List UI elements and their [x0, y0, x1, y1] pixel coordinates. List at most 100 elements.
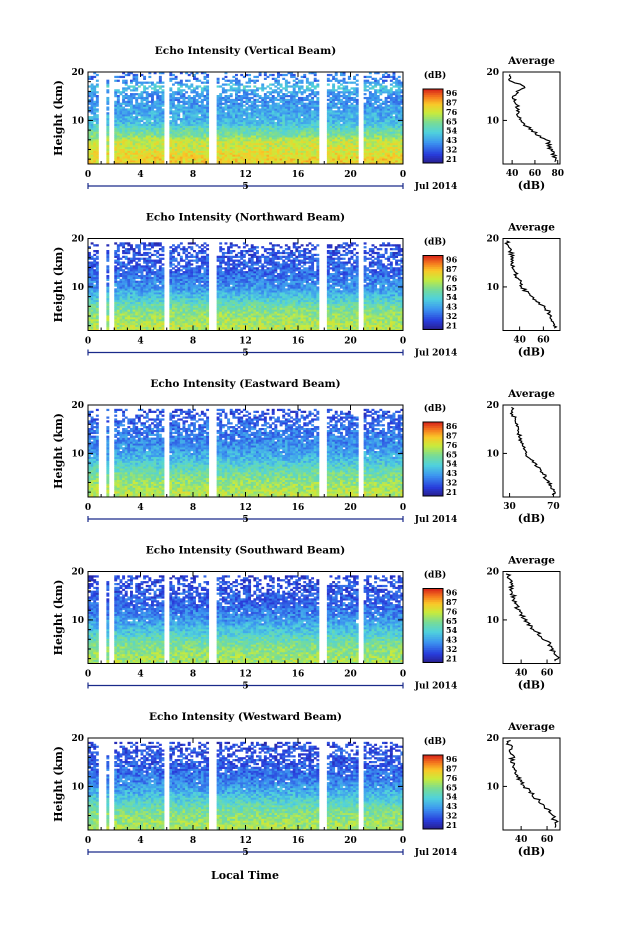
heatmap-cell	[185, 150, 189, 153]
heatmap-cell	[137, 274, 141, 278]
heatmap-cell	[198, 116, 202, 119]
heatmap-cell	[277, 116, 280, 119]
heatmap-cell	[258, 156, 262, 159]
heatmap-cell	[342, 104, 346, 107]
heatmap-cell	[88, 246, 91, 249]
heatmap-cell	[190, 127, 194, 130]
heatmap-cell	[124, 257, 128, 260]
heatmap-cell	[340, 87, 343, 90]
heatmap-cell	[116, 127, 120, 130]
heatmap-cell	[366, 146, 370, 149]
heatmap-cell	[340, 129, 343, 132]
heatmap-cell	[135, 150, 139, 153]
heatmap-cell	[127, 313, 131, 316]
heatmap-cell	[106, 135, 110, 138]
heatmap-cell	[242, 123, 246, 126]
heatmap-cell	[363, 123, 367, 126]
heatmap-cell	[400, 141, 404, 144]
heatmap-cell	[143, 133, 147, 136]
heatmap-cell	[158, 156, 162, 159]
heatmap-cell	[379, 98, 383, 102]
heatmap-cell	[137, 158, 141, 161]
heatmap-cell	[127, 294, 131, 297]
heatmap-cell	[342, 148, 346, 151]
heatmap-cell	[334, 139, 338, 142]
heatmap-cell	[130, 114, 133, 117]
heatmap-cell	[237, 135, 241, 138]
heatmap-cell	[132, 127, 136, 130]
heatmap-cell	[258, 72, 262, 75]
heatmap-cell	[114, 123, 118, 126]
heatmap-cell	[269, 104, 273, 107]
heatmap-cell	[271, 152, 275, 155]
heatmap-cell	[200, 125, 204, 128]
heatmap-cell	[90, 280, 94, 283]
heatmap-cell	[203, 106, 207, 109]
heatmap-cell	[95, 73, 99, 77]
heatmap-cell	[282, 119, 286, 123]
heatmap-cell	[216, 133, 220, 136]
heatmap-cell	[106, 116, 110, 119]
heatmap-cell	[332, 156, 336, 159]
heatmap-cell	[114, 292, 118, 295]
heatmap-cell	[368, 83, 372, 86]
heatmap-cell	[382, 154, 385, 157]
heatmap-cell	[340, 106, 343, 109]
heatmap-cell	[326, 148, 330, 151]
heatmap-cell	[132, 313, 136, 316]
heatmap-cell	[253, 156, 257, 159]
heatmap-cell	[389, 110, 393, 113]
heatmap-cell	[303, 119, 307, 123]
heatmap-cell	[242, 133, 246, 136]
heatmap-cell	[235, 144, 238, 148]
heatmap-cell	[137, 319, 141, 322]
heatmap-cell	[200, 100, 204, 103]
heatmap-cell	[114, 315, 118, 318]
heatmap-cell	[300, 85, 304, 88]
heatmap-cell	[135, 274, 139, 278]
heatmap-cell	[130, 129, 133, 132]
heatmap-cell	[308, 141, 312, 144]
heatmap-cell	[206, 104, 210, 107]
heatmap-cell	[153, 112, 157, 115]
heatmap-cell	[279, 119, 283, 123]
heatmap-cell	[153, 118, 157, 121]
heatmap-cell	[122, 303, 126, 306]
heatmap-cell	[219, 95, 223, 98]
heatmap-cell	[292, 144, 296, 148]
heatmap-cell	[282, 87, 286, 90]
heatmap-cell	[397, 160, 401, 163]
heatmap-cell	[334, 127, 338, 130]
heatmap-cell	[395, 98, 399, 102]
heatmap-cell	[137, 125, 141, 128]
heatmap-cell	[366, 121, 370, 125]
heatmap-cell	[269, 93, 273, 96]
heatmap-cell	[261, 125, 265, 128]
heatmap-cell	[93, 139, 97, 142]
heatmap-cell	[219, 98, 223, 102]
heatmap-cell	[387, 133, 391, 136]
heatmap-cell	[130, 276, 133, 280]
heatmap-cell	[193, 142, 196, 146]
heatmap-cell	[216, 135, 220, 138]
heatmap-cell	[195, 152, 199, 155]
heatmap-cell	[395, 108, 399, 111]
heatmap-cell	[179, 146, 183, 149]
heatmap-cell	[363, 146, 367, 149]
heatmap-cell	[140, 301, 144, 304]
heatmap-cell	[182, 135, 186, 138]
heatmap-cell	[342, 91, 346, 94]
heatmap-cell	[342, 110, 346, 113]
heatmap-cell	[156, 146, 160, 149]
heatmap-cell	[119, 292, 123, 295]
heatmap-cell	[277, 131, 280, 134]
heatmap-cell	[119, 106, 123, 109]
heatmap-cell	[137, 253, 141, 257]
heatmap-cell	[145, 104, 149, 107]
heatmap-cell	[95, 158, 99, 161]
heatmap-cell	[371, 110, 375, 113]
heatmap-cell	[340, 142, 343, 146]
heatmap-cell	[203, 154, 207, 157]
heatmap-cell	[135, 121, 139, 125]
heatmap-cell	[93, 106, 97, 109]
